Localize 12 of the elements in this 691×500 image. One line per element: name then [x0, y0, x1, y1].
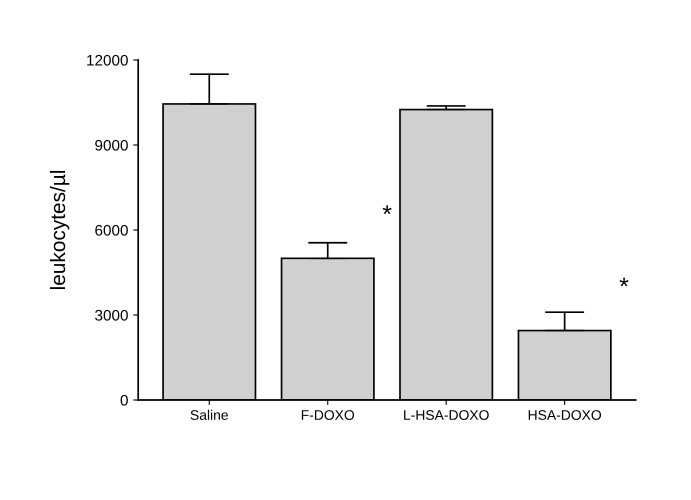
x-tick-label: L-HSA-DOXO — [404, 410, 489, 420]
y-tick-label: 0 — [120, 394, 128, 406]
x-tick-label: Saline — [190, 410, 228, 420]
y-axis-title: leukocytes/µl — [50, 170, 70, 290]
y-tick-label: 9000 — [95, 140, 128, 151]
annotation: * — [620, 278, 629, 286]
y-tick-label: 6000 — [95, 224, 128, 236]
y-tick-label: 12000 — [87, 54, 128, 66]
x-tick-label: F-DOXO — [302, 410, 354, 420]
x-tick-label: HSA-DOXO — [528, 410, 602, 420]
y-tick-label: 3000 — [95, 310, 128, 321]
annotation: * — [382, 205, 392, 214]
